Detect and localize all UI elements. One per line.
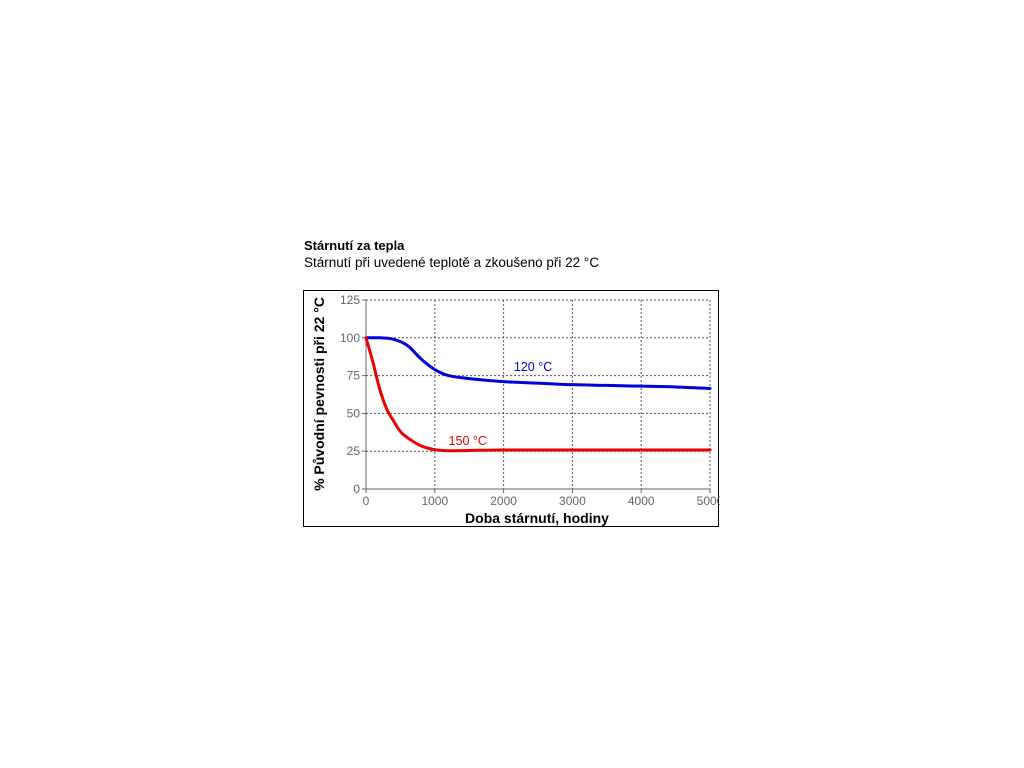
series-lines <box>364 336 712 453</box>
chart-title: Stárnutí za tepla <box>304 238 405 253</box>
axes <box>362 299 711 493</box>
y-tick-label: 50 <box>347 406 361 420</box>
x-tick-label: 4000 <box>628 494 655 508</box>
series-label-1: 150 °C <box>449 434 487 448</box>
series-line-1 <box>364 336 712 453</box>
y-axis-label: % Původní pevnosti při 22 °C <box>311 297 327 491</box>
x-tick-label: 2000 <box>490 494 517 508</box>
chart-heading: Stárnutí za tepla Stárnutí při uvedené t… <box>304 238 599 271</box>
x-tick-label: 3000 <box>559 494 586 508</box>
series-labels: 120 °C 150 °C <box>449 360 553 448</box>
y-tick-label: 25 <box>347 444 361 458</box>
y-tick-label: 125 <box>340 293 360 307</box>
chart-subtitle: Stárnutí při uvedené teplotě a zkoušeno … <box>304 255 600 270</box>
y-tick-label: 100 <box>340 331 360 345</box>
grid <box>366 299 711 489</box>
series-line-0 <box>364 336 712 390</box>
y-tick-label: 0 <box>353 482 360 496</box>
y-tick-label: 75 <box>347 369 361 383</box>
series-label-0: 120 °C <box>514 360 552 374</box>
x-tick-label: 0 <box>363 494 370 508</box>
x-tick-label: 1000 <box>421 494 448 508</box>
x-axis-label: Doba stárnutí, hodiny <box>465 510 609 526</box>
